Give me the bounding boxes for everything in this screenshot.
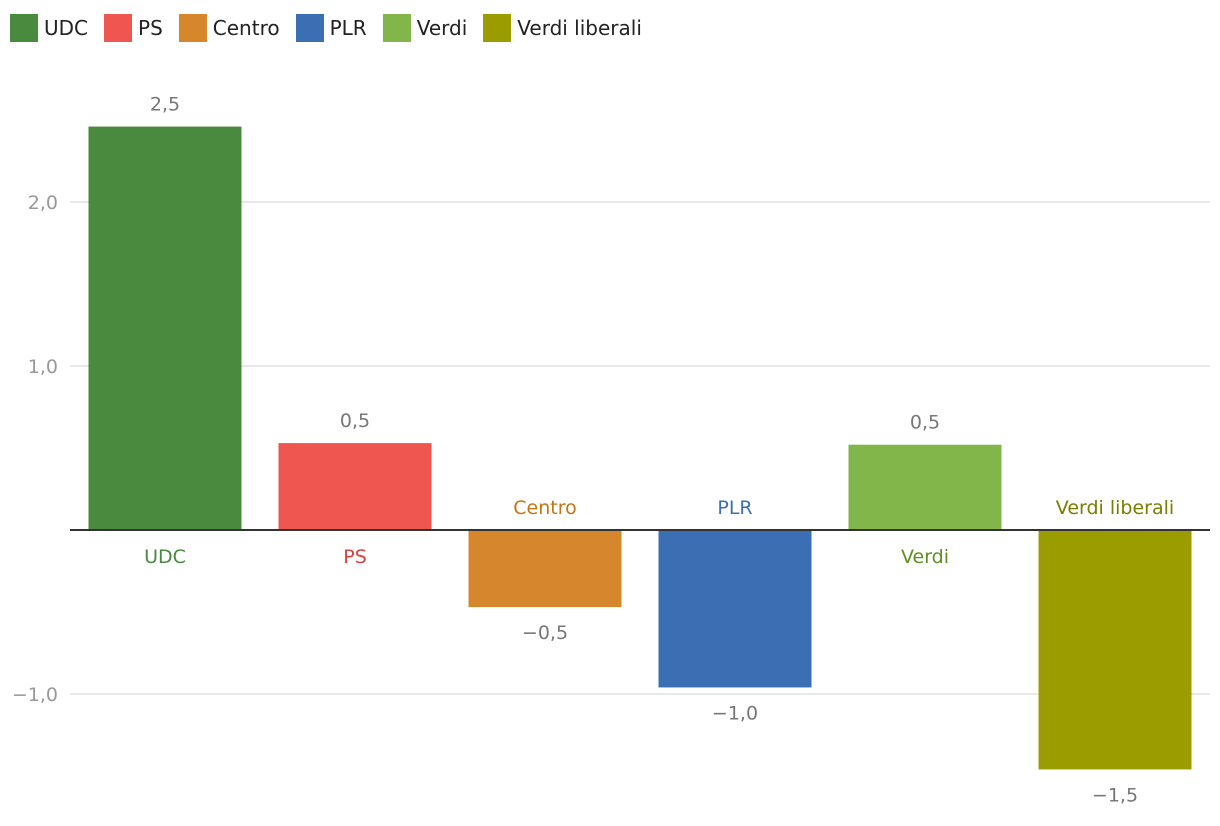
legend-swatch <box>104 14 133 42</box>
legend-swatch <box>10 14 38 42</box>
category-label: PLR <box>717 497 752 519</box>
legend-swatch <box>295 14 324 42</box>
legend-label: PS <box>138 16 163 40</box>
category-label: PS <box>343 546 367 568</box>
bar <box>88 126 242 530</box>
y-tick-label: 1,0 <box>28 356 58 378</box>
y-tick-label: 2,0 <box>28 192 58 214</box>
bar <box>1038 530 1192 770</box>
legend-label: UDC <box>44 16 89 40</box>
legend-item[interactable]: PLR <box>295 14 367 42</box>
value-label: 0,5 <box>340 410 370 432</box>
legend-item[interactable]: PS <box>104 14 163 42</box>
category-label: UDC <box>144 546 186 568</box>
bar <box>658 530 812 688</box>
legend-item[interactable]: Centro <box>178 14 280 42</box>
value-label: −0,5 <box>522 622 568 644</box>
bar <box>468 530 622 608</box>
legend-label: PLR <box>329 16 367 40</box>
legend-swatch <box>382 14 411 42</box>
value-label: 0,5 <box>910 412 940 434</box>
category-label: Verdi <box>901 546 949 568</box>
legend-label: Verdi liberali <box>517 16 642 40</box>
legend-item[interactable]: Verdi <box>382 14 468 42</box>
bar <box>278 443 432 530</box>
value-label: 2,5 <box>150 94 180 116</box>
legend: UDC PS Centro PLR Verdi Verdi liberali <box>10 14 658 42</box>
category-label: Verdi liberali <box>1056 497 1174 519</box>
value-label: −1,0 <box>712 702 758 724</box>
legend-swatch <box>178 14 207 42</box>
category-label: Centro <box>513 497 576 519</box>
legend-item[interactable]: UDC <box>10 14 88 42</box>
legend-swatch <box>483 14 512 42</box>
bar <box>848 444 1002 530</box>
legend-label: Verdi <box>416 16 468 40</box>
legend-item[interactable]: Verdi liberali <box>483 14 642 42</box>
y-tick-label: −1,0 <box>12 684 58 706</box>
legend-label: Centro <box>212 16 280 40</box>
value-label: −1,5 <box>1092 784 1138 806</box>
